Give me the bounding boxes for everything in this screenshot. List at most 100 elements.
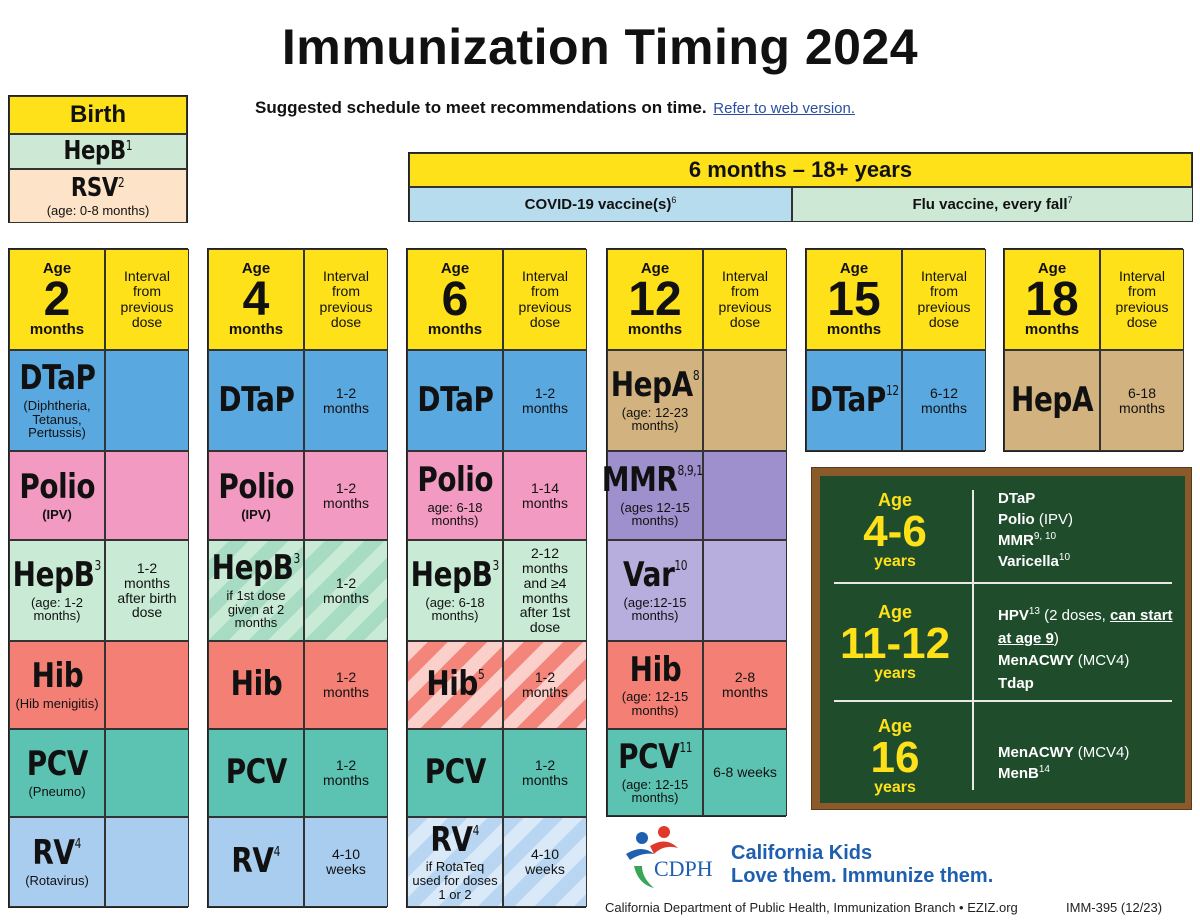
age-column-18-months: Age 18 months Interval from previous dose He… [1003,248,1184,452]
subtitle-text: Suggested schedule to meet recommendatio… [255,98,707,117]
interval-text: 1-2 months [323,479,369,511]
interval-text: 4-10 weeks [326,846,366,877]
chalk-divider-vertical [972,490,974,790]
web-version-link[interactable]: Refer to web version. [713,100,856,117]
interval-cell: 2-12 months and ≥4 months after 1st dose [503,540,587,641]
vaccine-name: HepA [1010,379,1094,420]
interval-text: 1-2 months [522,757,568,788]
cdph-logo: CDPH [620,826,720,894]
interval-text: 1-2 months [323,669,369,700]
birth-header: Birth [9,96,187,134]
vaccine-note: (age: 12-23 months) [621,404,689,434]
age-label: Age [241,259,271,277]
age-header: Age 6 months [407,249,503,350]
vaccine-note: (age: 6-18 months) [425,594,485,624]
vaccine-hib-cell: Hib (age: 12-15 months) [607,641,703,729]
interval-cell: 1-2 months after birth dose [105,540,189,641]
vaccine-polio-cell: Polio (IPV) [9,451,105,540]
chalk-list-11-12: HPV13 (2 doses, can start at age 9) MenA… [998,604,1185,695]
subtitle: Suggested schedule to meet recommendatio… [255,98,855,118]
chalk-item: MenB14 [998,764,1050,782]
vaccine-hepa-cell: HepA [1004,350,1100,451]
vaccine-hib-cell: Hib (Hib menigitis) [9,641,105,729]
age-header: Age 18 months [1004,249,1100,350]
interval-text: 1-2 months [323,574,369,606]
chalk-age-11-12: Age 11-12 years [839,602,951,682]
interval-cell: 4-10 weeks [304,817,388,907]
vaccine-name: Var10 [622,555,688,596]
age-label: Age [440,259,470,277]
vaccine-dtap-cell: DTaP [208,350,304,451]
months-label: months [228,321,284,339]
vaccine-name: Hib [230,664,282,705]
vaccine-name: PCV [424,752,486,793]
interval-cell: 1-2 months [503,350,587,451]
vaccine-note: (age: 1-2 months) [30,594,84,624]
interval-cell: 1-2 months [304,641,388,729]
vaccine-name: RV4 [430,819,480,860]
vaccine-name: RV4 [32,833,82,874]
range-header: 6 months – 18+ years [409,153,1192,187]
range-box: 6 months – 18+ years COVID-19 vaccine(s)… [408,152,1193,222]
vaccine-var-cell: Var10 (age:12-15 months) [607,540,703,641]
vaccine-note: if RotaTeq used for doses 1 or 2 [412,859,498,902]
vaccine-name: HepB3 [410,555,500,596]
interval-cell [703,451,787,540]
age-label: Age [1037,259,1067,277]
interval-text: 2-12 months and ≥4 months after 1st dose [519,545,571,635]
interval-header: Interval from previous dose [703,249,787,350]
vaccine-dtap-cell: DTaP12 [806,350,902,451]
birth-box: Birth HepB1 RSV2 (age: 0-8 months) [8,95,188,223]
interval-text: 1-2 months [522,669,568,700]
interval-header: Interval from previous dose [304,249,388,350]
vaccine-note: age: 6-18 months) [427,499,483,529]
chalk-item: MenACWY (MCV4) [998,652,1130,669]
birth-rsv: RSV2 (age: 0-8 months) [9,169,187,223]
vaccine-name: PCV [225,752,287,793]
chalkboard-surface: Age 4-6 years DTaP Polio (IPV) MMR9, 10 … [820,476,1185,803]
vaccine-name: Polio [218,466,294,507]
vaccine-note: (ages 12-15 months) [620,499,690,529]
interval-cell: 6-12 months [902,350,986,451]
vaccine-hepa-cell: HepA8 (age: 12-23 months) [607,350,703,451]
vaccine-name: Hib [31,656,83,697]
interval-cell [105,817,189,907]
vaccine-name: DTaP [18,358,96,399]
vaccine-rv-cell: RV4 (Rotavirus) [9,817,105,907]
vaccine-name: HepA8 [610,365,700,406]
tagline-line-2: Love them. Immunize them. [731,865,994,887]
vaccine-hepb-cell: HepB3 if 1st dose given at 2 months [208,540,304,641]
chalk-list-16: MenACWY (MCV4) MenB14 [998,742,1129,784]
age-number: 2 [43,272,71,326]
age-header: Age 4 months [208,249,304,350]
months-label: months [1024,321,1080,339]
chalk-divider-2 [834,700,1172,702]
vaccine-name: DTaP12 [809,379,899,420]
age-number: 18 [1025,272,1079,326]
vaccine-name: Hib5 [425,664,484,705]
interval-cell: 1-14 months [503,451,587,540]
age-number: 15 [827,272,881,326]
vaccine-name: HepB3 [211,548,301,589]
chalk-item: MMR9, 10 [998,531,1057,549]
months-label: months [29,321,85,339]
interval-text: 2-8 months [722,669,768,700]
tagline-line-1: California Kids [731,842,873,864]
interval-text: 6-18 months [1119,384,1165,416]
vaccine-pcv-cell: PCV [407,729,503,817]
vaccine-polio-cell: Polio (IPV) [208,451,304,540]
chalk-item: Tdap [998,674,1034,692]
vaccine-dtap-cell: DTaP (Diphtheria, Tetanus, Pertussis) [9,350,105,451]
interval-header: Interval from previous dose [503,249,587,350]
interval-cell [105,729,189,817]
interval-cell [105,451,189,540]
interval-cell [105,350,189,451]
months-label: months [826,321,882,339]
months-label: months [627,321,683,339]
interval-cell: 6-8 weeks [703,729,787,816]
interval-header: Interval from previous dose [105,249,189,350]
vaccine-polio-cell: Polio age: 6-18 months) [407,451,503,540]
vaccine-note: if 1st dose given at 2 months [226,587,286,631]
interval-text: 6-12 months [921,384,967,416]
interval-cell: 1-2 months [304,350,388,451]
